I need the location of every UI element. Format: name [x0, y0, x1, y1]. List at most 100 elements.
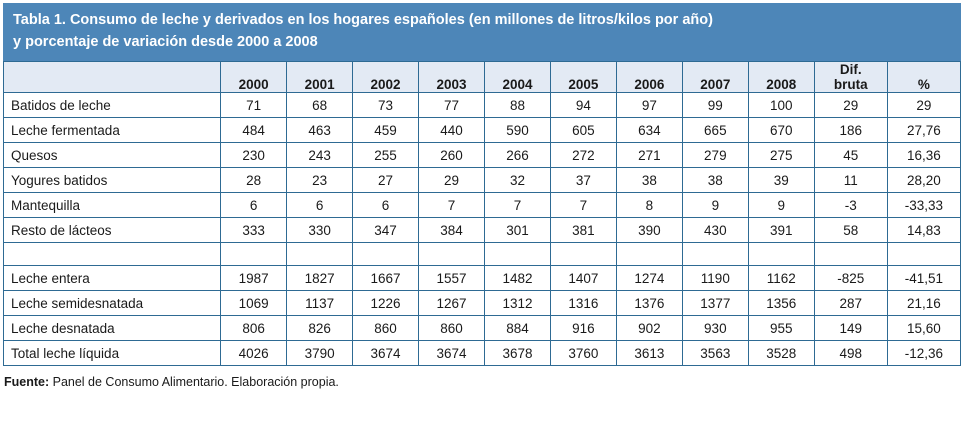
- cell-value: 275: [747, 142, 815, 169]
- cell-value: 347: [352, 217, 420, 244]
- cell-value: 7: [483, 192, 551, 219]
- cell-value: 6: [286, 192, 354, 219]
- cell-value: 459: [352, 117, 420, 144]
- cell-value: 68: [286, 92, 354, 119]
- cell-value: 272: [549, 142, 617, 169]
- cell-percent: 27,76: [886, 117, 962, 144]
- table-row: Batidos de leche 71 68 73 77 88 94 97 99 100 29 29: [2, 92, 962, 119]
- cell-value: 9: [747, 192, 815, 219]
- table-header-row: 2000 2001 2002 2003 2004 2005 2006 2007 …: [2, 60, 962, 94]
- row-label: Leche entera: [2, 265, 222, 292]
- table-row: Leche desnatada 806 826 860 860 884 916 902 930 9…: [2, 315, 962, 342]
- cell-value: 381: [549, 217, 617, 244]
- cell-value: 826: [286, 315, 354, 342]
- row-label: Leche desnatada: [2, 315, 222, 342]
- cell-value: 1827: [286, 265, 354, 292]
- cell-value: 590: [483, 117, 551, 144]
- cell-dif-bruta: 29: [813, 92, 888, 119]
- cell-value: 670: [747, 117, 815, 144]
- header-year-2002: 2002: [352, 60, 420, 94]
- cell-dif-bruta: [813, 242, 888, 267]
- cell-value: 3563: [681, 340, 749, 367]
- cell-value: 71: [220, 92, 288, 119]
- cell-value: 806: [220, 315, 288, 342]
- cell-value: 930: [681, 315, 749, 342]
- cell-value: [352, 242, 420, 267]
- cell-value: 1316: [549, 290, 617, 317]
- cell-value: 38: [681, 167, 749, 194]
- row-label: Resto de lácteos: [2, 217, 222, 244]
- table-figure: Tabla 1. Consumo de leche y derivados en…: [0, 3, 965, 439]
- row-label: [2, 242, 222, 267]
- table-row: Resto de lácteos 333 330 347 384 301 381 390 430…: [2, 217, 962, 244]
- cell-value: 3613: [615, 340, 683, 367]
- cell-value: 430: [681, 217, 749, 244]
- cell-value: 1987: [220, 265, 288, 292]
- cell-percent: -12,36: [886, 340, 962, 367]
- cell-value: 1312: [483, 290, 551, 317]
- cell-value: 7: [549, 192, 617, 219]
- cell-value: 3678: [483, 340, 551, 367]
- cell-value: [615, 242, 683, 267]
- header-dif-bruta-line1: Dif.: [839, 61, 862, 77]
- cell-percent: -33,33: [886, 192, 962, 219]
- cell-value: 916: [549, 315, 617, 342]
- table-row: Quesos 230 243 255 260 266 272 271 279 275 45 16,36: [2, 142, 962, 169]
- cell-value: 271: [615, 142, 683, 169]
- cell-value: 484: [220, 117, 288, 144]
- table-row: Mantequilla 6 6 6 7 7 7 8 9 9 -3 -33,33: [2, 192, 962, 219]
- cell-value: 333: [220, 217, 288, 244]
- header-year-2000: 2000: [220, 60, 288, 94]
- cell-value: [483, 242, 551, 267]
- cell-dif-bruta: 498: [813, 340, 888, 367]
- cell-percent: 29: [886, 92, 962, 119]
- cell-dif-bruta: 149: [813, 315, 888, 342]
- cell-value: 1137: [286, 290, 354, 317]
- cell-value: 9: [681, 192, 749, 219]
- cell-value: 38: [615, 167, 683, 194]
- cell-value: 1267: [418, 290, 485, 317]
- cell-value: 634: [615, 117, 683, 144]
- header-year-2004: 2004: [483, 60, 551, 94]
- cell-percent: [886, 242, 962, 267]
- cell-value: 8: [615, 192, 683, 219]
- cell-dif-bruta: 287: [813, 290, 888, 317]
- cell-value: 37: [549, 167, 617, 194]
- table-title-line-2: y porcentaje de variación desde 2000 a 2…: [13, 34, 318, 51]
- cell-value: 6: [352, 192, 420, 219]
- cell-value: 73: [352, 92, 420, 119]
- source-note: Fuente: Panel de Consumo Alimentario. El…: [4, 375, 965, 389]
- cell-value: 440: [418, 117, 485, 144]
- cell-value: 3790: [286, 340, 354, 367]
- row-label: Yogures batidos: [2, 167, 222, 194]
- cell-percent: 15,60: [886, 315, 962, 342]
- cell-value: 463: [286, 117, 354, 144]
- header-corner-cell: [2, 60, 222, 94]
- table-title-band: Tabla 1. Consumo de leche y derivados en…: [3, 3, 961, 61]
- source-text: Panel de Consumo Alimentario. Elaboració…: [49, 375, 339, 390]
- cell-percent: 21,16: [886, 290, 962, 317]
- cell-value: 384: [418, 217, 485, 244]
- cell-value: 3528: [747, 340, 815, 367]
- cell-value: 902: [615, 315, 683, 342]
- cell-value: 7: [418, 192, 485, 219]
- cell-value: [286, 242, 354, 267]
- cell-value: 3674: [352, 340, 420, 367]
- header-year-2005: 2005: [549, 60, 617, 94]
- cell-value: 23: [286, 167, 354, 194]
- consumption-table: 2000 2001 2002 2003 2004 2005 2006 2007 …: [2, 60, 962, 367]
- cell-dif-bruta: -825: [813, 265, 888, 292]
- cell-value: 243: [286, 142, 354, 169]
- cell-value: 1557: [418, 265, 485, 292]
- cell-value: 391: [747, 217, 815, 244]
- cell-value: 99: [681, 92, 749, 119]
- cell-value: 279: [681, 142, 749, 169]
- row-label: Leche semidesnatada: [2, 290, 222, 317]
- table-body: Batidos de leche 71 68 73 77 88 94 97 99 100 29 29 L…: [2, 92, 962, 367]
- cell-value: 665: [681, 117, 749, 144]
- header-percent: %: [886, 60, 962, 94]
- table-row: Yogures batidos 28 23 27 29 32 37 38 38 39 11 28,20: [2, 167, 962, 194]
- table-spacer-row: [2, 242, 962, 267]
- cell-value: 301: [483, 217, 551, 244]
- table-row: Leche fermentada 484 463 459 440 590 605 634 665…: [2, 117, 962, 144]
